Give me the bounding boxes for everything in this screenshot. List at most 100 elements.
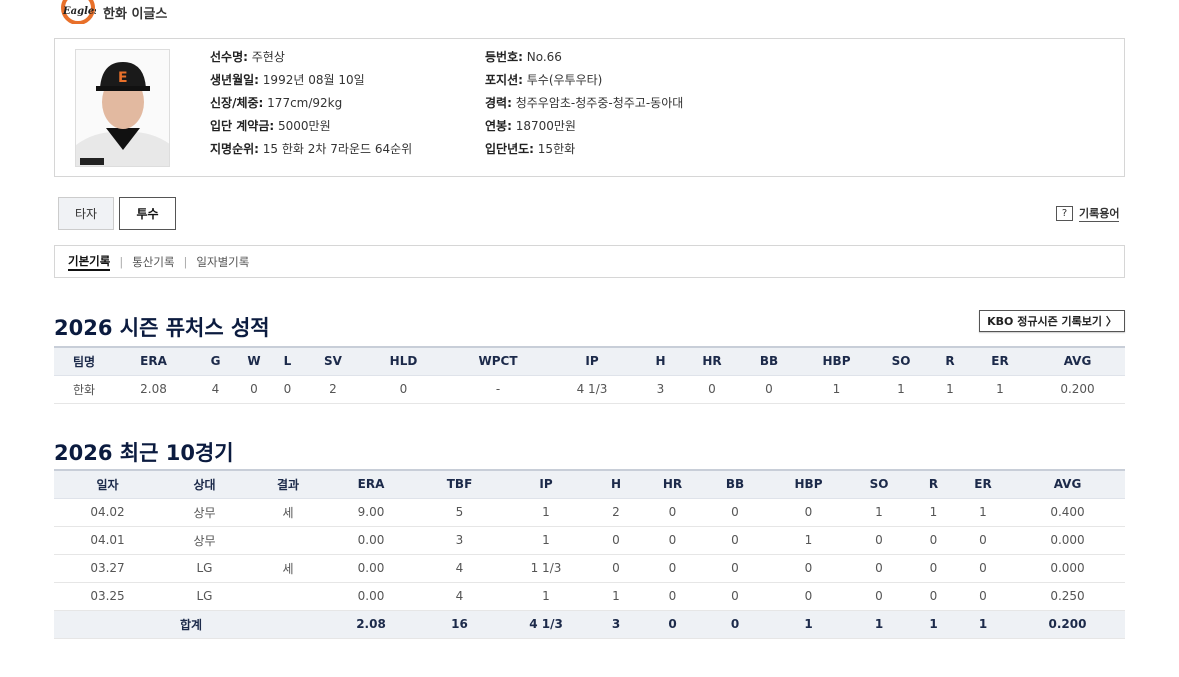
- table-cell: 0.000: [1010, 526, 1125, 555]
- divider: |: [183, 254, 188, 269]
- table-cell: 2: [587, 498, 645, 527]
- table-row: 한화 2.08 4 0 0 2 0-4 1/3 3 0 0 1 1 1 1 0.200: [54, 375, 1125, 404]
- column-header: ER: [970, 346, 1030, 376]
- table-cell: 04.02: [54, 498, 161, 527]
- tab-pitcher[interactable]: 투수: [119, 197, 176, 230]
- table-row: 03.27 LG 세 0.00 4 1 1/3 0 0 0 0 0 0 0 0.000: [54, 554, 1125, 583]
- table-cell: 9.00: [328, 498, 414, 527]
- profile-right-column: 등번호: No.66 포지션: 투수(우투우타) 경력: 청주우암초-청주중-청…: [485, 46, 683, 161]
- profile-position: 포지션: 투수(우투우타): [485, 73, 603, 87]
- table-cell: 0: [270, 375, 305, 404]
- table-cell: 0: [770, 582, 847, 611]
- column-header: ERA: [114, 346, 193, 376]
- column-header: H: [634, 346, 687, 376]
- total-cell: 합계: [54, 610, 328, 639]
- table-cell: 0: [770, 554, 847, 583]
- column-header: TBF: [414, 469, 505, 499]
- table-cell: 0.00: [328, 554, 414, 583]
- column-header: HLD: [361, 346, 446, 376]
- tab-hitter[interactable]: 타자: [58, 197, 114, 230]
- recent-games-table: 일자 상대 결과 ERA TBF IP H HR BB HBP SO R ER AVG 04.02 상무 세 9…: [54, 469, 1125, 639]
- table-cell: 0.000: [1010, 554, 1125, 583]
- table-cell: 0: [700, 526, 770, 555]
- table-cell: 상무: [161, 526, 248, 555]
- total-cell: 1: [956, 610, 1010, 639]
- table-cell: 0.00: [328, 582, 414, 611]
- total-cell: 1: [770, 610, 847, 639]
- table-cell: 0: [700, 498, 770, 527]
- column-header: R: [930, 346, 970, 376]
- table-cell: -: [446, 375, 550, 404]
- table-cell: LG: [161, 582, 248, 611]
- total-cell: 0: [645, 610, 700, 639]
- column-header: BB: [737, 346, 801, 376]
- table-cell: [248, 582, 328, 611]
- profile-height-weight: 신장/체중: 177cm/92kg: [210, 96, 343, 110]
- table-cell: 3: [414, 526, 505, 555]
- column-header: BB: [700, 469, 770, 499]
- table-cell: 0: [700, 582, 770, 611]
- season-stats-table: 팀명 ERA G W L SV HLD WPCT IP H HR BB HBP SO R ER AVG 한화 2.…: [54, 346, 1125, 404]
- column-header: 결과: [248, 469, 328, 499]
- table-cell: 2.08: [114, 375, 193, 404]
- column-header: WPCT: [446, 346, 550, 376]
- player-profile: E 선수명: 주현상 생년월일: 1992년 08월 10일 신장/체중: 17…: [54, 38, 1125, 177]
- table-cell: 0.400: [1010, 498, 1125, 527]
- table-cell: 1: [872, 375, 930, 404]
- table-cell: 0: [770, 498, 847, 527]
- profile-draft: 지명순위: 15 한화 2차 7라운드 64순위: [210, 142, 413, 156]
- column-header: IP: [550, 346, 634, 376]
- profile-signing-bonus: 입단 계약금: 5000만원: [210, 119, 331, 133]
- table-cell: 1: [801, 375, 872, 404]
- season-title: 2026 시즌 퓨처스 성적: [54, 316, 270, 340]
- column-header: W: [238, 346, 270, 376]
- total-cell: 0: [700, 610, 770, 639]
- svg-text:E: E: [118, 70, 128, 86]
- table-cell: 0: [956, 582, 1010, 611]
- subtab-basic[interactable]: 기본기록: [68, 253, 111, 271]
- table-cell: 0: [645, 582, 700, 611]
- table-cell: 2: [305, 375, 361, 404]
- column-header: ERA: [328, 469, 414, 499]
- column-header: SV: [305, 346, 361, 376]
- table-cell: 0: [956, 554, 1010, 583]
- table-cell: 1: [505, 526, 587, 555]
- table-cell: 5: [414, 498, 505, 527]
- profile-birthdate: 생년월일: 1992년 08월 10일: [210, 73, 365, 87]
- total-cell: 0.200: [1010, 610, 1125, 639]
- player-photo: E: [75, 49, 170, 167]
- table-cell: 0: [911, 526, 956, 555]
- column-header: ER: [956, 469, 1010, 499]
- table-cell: 0: [361, 375, 446, 404]
- table-cell: 세: [248, 498, 328, 527]
- column-header: HBP: [770, 469, 847, 499]
- table-row: 04.01 상무 0.00 3 1 0 0 0 1 0 0 0 0.000: [54, 526, 1125, 555]
- column-header: HBP: [801, 346, 872, 376]
- subtab-career[interactable]: 통산기록: [132, 254, 175, 269]
- total-row: 합계 2.08 16 4 1/3 3 0 0 1 1 1 1 0.200: [54, 610, 1125, 639]
- table-cell: 0.00: [328, 526, 414, 555]
- team-logo: Eagles: [61, 0, 96, 24]
- total-cell: 4 1/3: [505, 610, 587, 639]
- kbo-regular-season-link[interactable]: KBO 정규시즌 기록보기 〉: [979, 310, 1125, 332]
- table-cell: 4: [414, 582, 505, 611]
- table-cell: 0: [911, 582, 956, 611]
- table-cell: 0: [847, 582, 911, 611]
- profile-number: 등번호: No.66: [485, 50, 562, 64]
- column-header: H: [587, 469, 645, 499]
- column-header: HR: [645, 469, 700, 499]
- team-name: 한화 이글스: [103, 7, 168, 22]
- column-header: IP: [505, 469, 587, 499]
- table-cell: 03.27: [54, 554, 161, 583]
- glossary-link[interactable]: ? 기록용어: [1056, 205, 1120, 222]
- table-cell: 4 1/3: [550, 375, 634, 404]
- table-cell: 세: [248, 554, 328, 583]
- table-cell: 03.25: [54, 582, 161, 611]
- recent-title: 2026 최근 10경기: [54, 441, 234, 465]
- table-cell: 1: [911, 498, 956, 527]
- table-cell: 04.01: [54, 526, 161, 555]
- subtab-daily[interactable]: 일자별기록: [196, 254, 250, 269]
- table-cell: 0.200: [1030, 375, 1125, 404]
- table-cell: 0: [587, 554, 645, 583]
- total-cell: 16: [414, 610, 505, 639]
